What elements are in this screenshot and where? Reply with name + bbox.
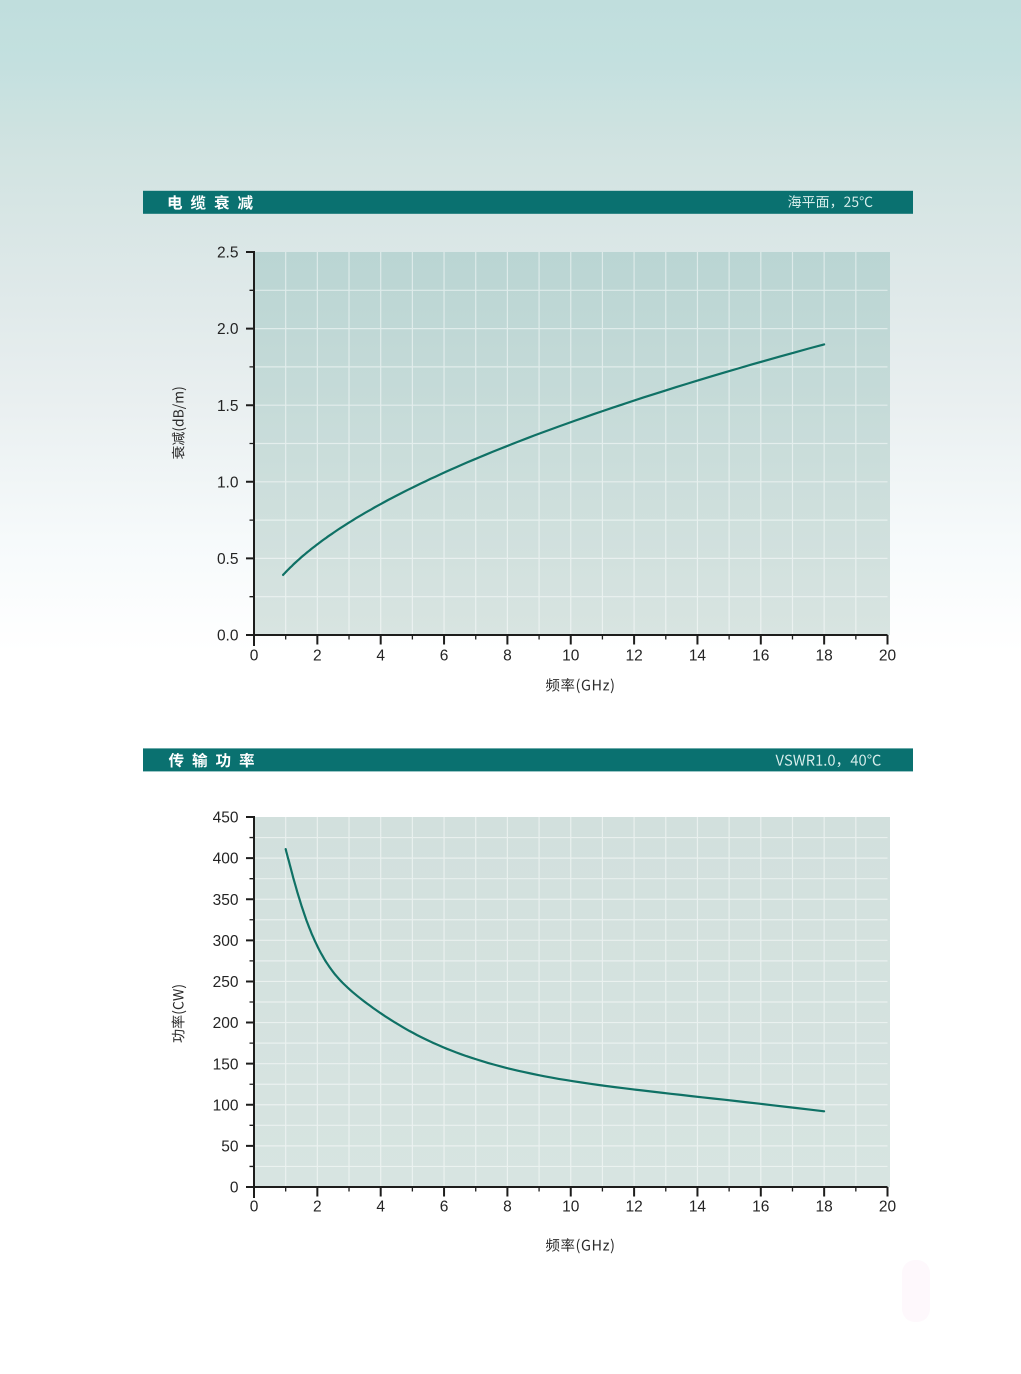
svg-text:18: 18 [816,648,833,665]
svg-text:16: 16 [752,648,769,665]
svg-text:200: 200 [213,1015,239,1032]
svg-text:10: 10 [562,1199,580,1216]
svg-text:250: 250 [213,974,239,991]
svg-text:16: 16 [752,1199,769,1216]
svg-text:400: 400 [213,851,239,868]
svg-text:2.5: 2.5 [217,245,239,262]
svg-text:1.0: 1.0 [217,474,239,491]
svg-text:4: 4 [376,648,385,665]
svg-text:300: 300 [213,933,239,950]
svg-text:8: 8 [503,1199,512,1216]
svg-text:14: 14 [689,648,707,665]
svg-text:2: 2 [313,648,322,665]
svg-text:6: 6 [440,1199,449,1216]
svg-text:20: 20 [879,648,897,665]
svg-text:6: 6 [440,648,449,665]
svg-text:12: 12 [625,648,642,665]
svg-text:18: 18 [816,1199,833,1216]
svg-text:12: 12 [625,1199,642,1216]
svg-text:0: 0 [230,1180,239,1197]
svg-text:14: 14 [689,1199,707,1216]
svg-text:0.0: 0.0 [217,628,239,645]
svg-text:1.5: 1.5 [217,398,239,415]
svg-text:0: 0 [250,648,259,665]
svg-text:2: 2 [313,1199,322,1216]
svg-text:4: 4 [376,1199,385,1216]
svg-text:0.5: 0.5 [217,551,239,568]
svg-text:350: 350 [213,892,239,909]
svg-text:0: 0 [250,1199,259,1216]
svg-text:20: 20 [879,1199,897,1216]
svg-text:100: 100 [213,1097,239,1114]
svg-text:2.0: 2.0 [217,321,239,338]
svg-text:50: 50 [221,1138,239,1155]
svg-text:10: 10 [562,648,580,665]
svg-text:8: 8 [503,648,512,665]
svg-text:450: 450 [213,810,239,827]
svg-text:150: 150 [213,1056,239,1073]
